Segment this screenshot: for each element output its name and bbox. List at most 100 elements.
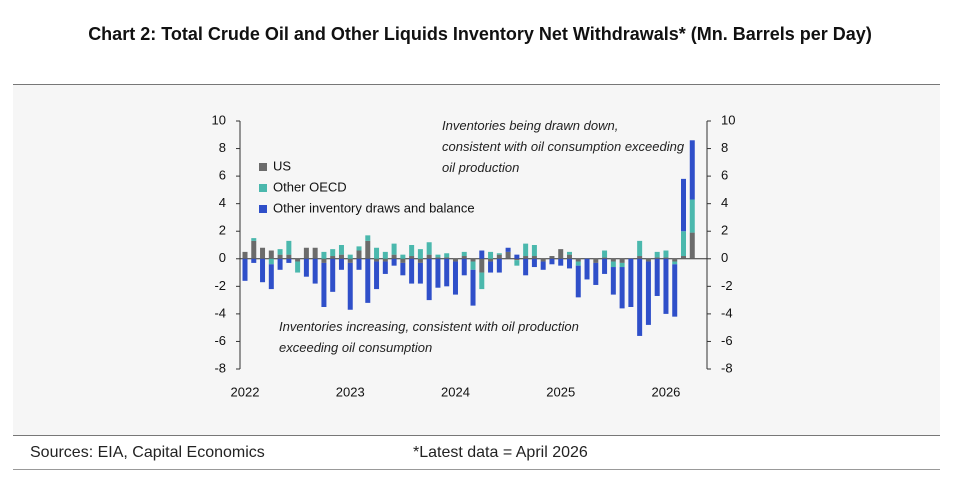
bar-segment: [400, 258, 406, 263]
bar-segment: [566, 254, 572, 259]
bar-segment: [347, 254, 353, 259]
y-tick-label: -2: [214, 278, 226, 293]
bar-segment: [330, 256, 336, 259]
y2-tick-label: 4: [721, 195, 728, 210]
bar-segment: [260, 258, 266, 283]
x-tick-label: 2024: [441, 384, 470, 399]
bar-segment: [374, 261, 380, 290]
bar-segment: [426, 242, 432, 255]
bar-segment: [391, 258, 397, 266]
bar-segment: [312, 258, 318, 284]
bar-segment: [602, 258, 608, 274]
bar-segment: [496, 254, 502, 259]
bar-segment: [628, 258, 634, 307]
bar-segment: [444, 258, 450, 287]
bar-segment: [558, 258, 564, 266]
bar-segment: [251, 238, 257, 241]
bar-segment: [681, 178, 686, 232]
bar-segment: [295, 261, 301, 273]
bar-segment: [251, 240, 257, 259]
bar-segment: [566, 251, 572, 255]
bar-segment: [444, 253, 450, 258]
bar-segment: [619, 262, 625, 268]
bar-segment: [593, 262, 599, 285]
x-tick-label: 2026: [651, 384, 680, 399]
y2-tick-label: -4: [721, 305, 733, 320]
bar-segment: [260, 247, 266, 259]
bar-segment: [277, 254, 283, 259]
x-tick-label: 2025: [546, 384, 575, 399]
bar-segment: [496, 258, 502, 273]
y2-tick-label: 0: [721, 250, 728, 265]
annotation: Inventories being drawn down, consistent …: [442, 118, 685, 175]
bar-segment: [321, 258, 327, 263]
bar-segment: [672, 264, 678, 317]
bar-segment: [479, 258, 485, 273]
bar-segment: [619, 258, 625, 263]
bar-segment: [242, 251, 248, 259]
bar-segment: [374, 247, 380, 259]
y-tick-label: 4: [219, 195, 226, 210]
bar-segment: [435, 254, 441, 258]
bar-segment: [242, 258, 248, 281]
bar-segment: [286, 254, 292, 259]
footnote: *Latest data = April 2026: [413, 444, 588, 461]
bar-segment: [610, 267, 616, 295]
bar-segment: [610, 261, 616, 268]
y-tick-label: 6: [219, 168, 226, 183]
bar-segment: [663, 258, 669, 314]
bar-segment: [470, 261, 476, 270]
bar-segment: [654, 251, 660, 258]
bar-segment: [637, 258, 643, 336]
bar-segment: [400, 262, 406, 276]
chart-panel: [13, 85, 940, 435]
bar-segment: [488, 251, 494, 259]
bar-segment: [382, 258, 388, 262]
y-tick-label: 10: [212, 112, 226, 127]
annotation: Inventories increasing, consistent with …: [279, 319, 579, 355]
y-tick-label: 2: [219, 223, 226, 238]
bar-segment: [365, 258, 371, 303]
bar-segment: [610, 258, 616, 262]
source: Sources: EIA, Capital Economics: [30, 444, 265, 461]
bar-segment: [479, 250, 485, 259]
bar-segment: [409, 258, 415, 284]
bar-segment: [268, 258, 274, 265]
bar-segment: [303, 247, 309, 259]
bar-segment: [374, 258, 380, 262]
bar-segment: [663, 257, 669, 259]
bar-segment: [251, 258, 257, 263]
bar-segment: [479, 272, 485, 290]
bar-segment: [452, 261, 458, 295]
y-tick-label: -4: [214, 305, 226, 320]
y2-tick-label: 2: [721, 223, 728, 238]
bar-segment: [593, 258, 599, 263]
bar-segment: [268, 250, 274, 259]
bar-segment: [566, 258, 572, 269]
bar-segment: [645, 258, 651, 262]
bar-segment: [356, 250, 362, 259]
bar-segment: [689, 199, 695, 233]
bar-segment: [523, 256, 529, 259]
bar-segment: [365, 235, 371, 241]
bar-segment: [540, 258, 546, 262]
bar-segment: [338, 245, 344, 255]
bar-segment: [654, 258, 660, 296]
bar-segment: [523, 243, 529, 257]
bar-segment: [382, 251, 388, 259]
bar-segment: [584, 258, 590, 280]
bar-segment: [347, 258, 353, 263]
bar-segment: [488, 258, 494, 262]
bar-segment: [689, 232, 695, 259]
bar-segment: [400, 254, 406, 259]
x-tick-label: 2023: [336, 384, 365, 399]
bar-segment: [277, 249, 283, 255]
bar-segment: [619, 267, 625, 309]
bar-segment: [365, 240, 371, 259]
y-tick-label: 0: [219, 250, 226, 265]
y2-tick-label: 6: [721, 168, 728, 183]
bar-segment: [575, 265, 581, 298]
bar-segment: [514, 260, 520, 266]
y2-tick-label: -8: [721, 360, 733, 375]
bar-segment: [663, 250, 669, 258]
